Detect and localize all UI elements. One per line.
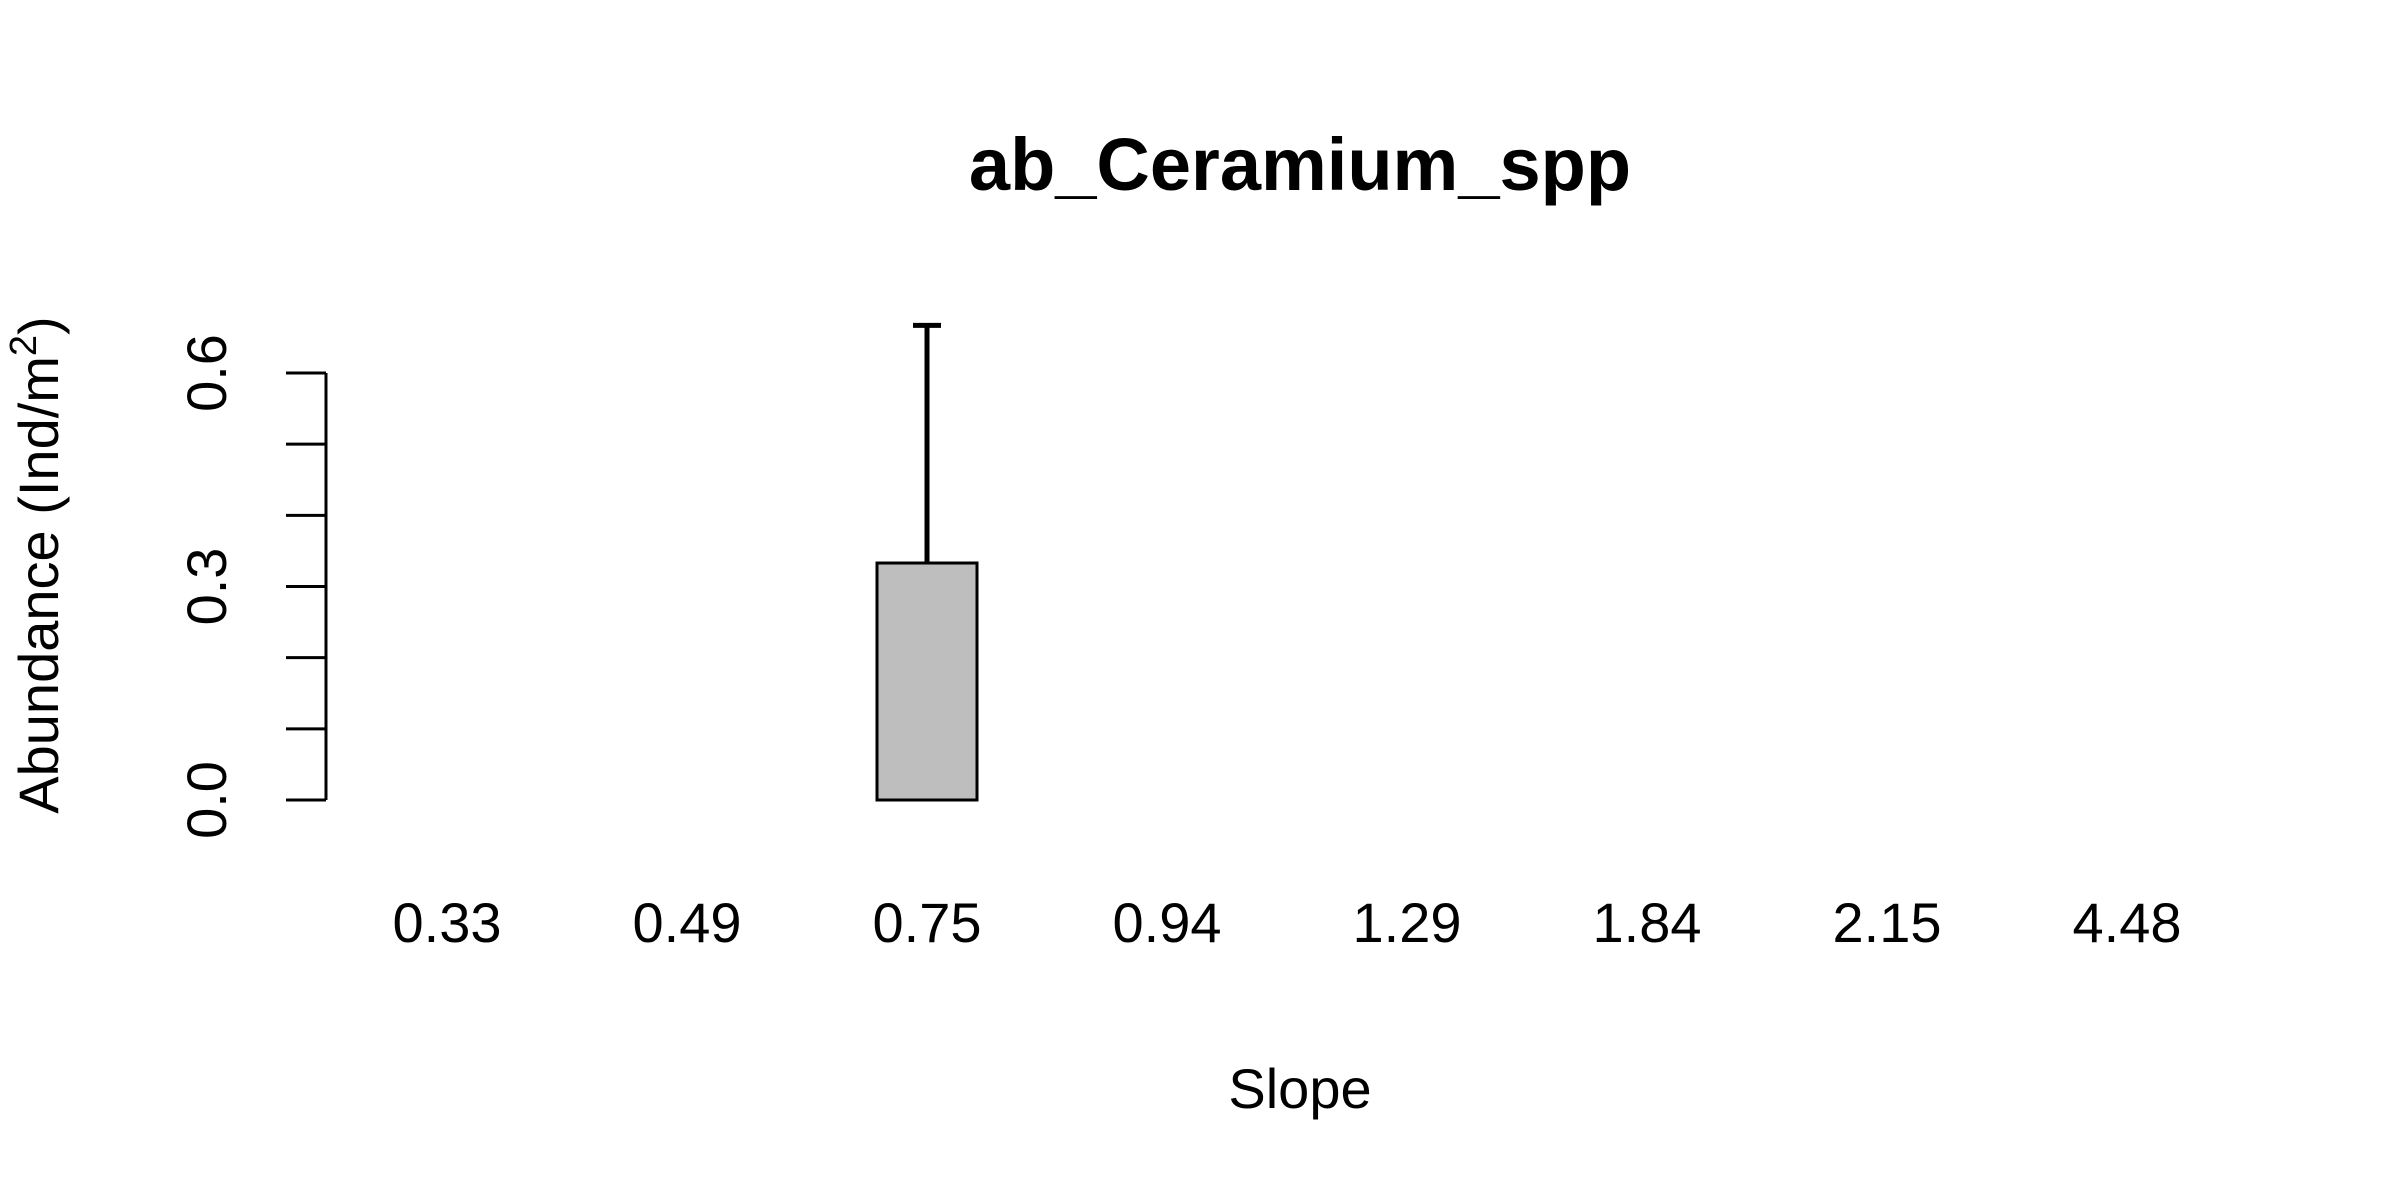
x-tick-label: 0.33 xyxy=(393,891,502,954)
chart-title: ab_Ceramium_spp xyxy=(969,123,1631,206)
error-bars xyxy=(913,322,941,564)
y-axis: 0.0 0.3 0.6 xyxy=(175,334,328,839)
bars xyxy=(875,561,979,802)
x-tick-label: 1.84 xyxy=(1593,891,1702,954)
y-axis-label-suffix: ) xyxy=(7,316,70,335)
y-axis-label-main: Abundance (Ind/m xyxy=(7,356,70,814)
y-tick-label: 0.3 xyxy=(175,548,238,626)
y-axis-label-superscript: 2 xyxy=(3,335,45,356)
x-tick-label: 4.48 xyxy=(2073,891,2182,954)
x-tick-label: 0.75 xyxy=(873,891,982,954)
y-axis-label: Abundance (Ind/m2) xyxy=(3,316,70,813)
x-tick-label: 2.15 xyxy=(1833,891,1942,954)
y-tick-label: 0.0 xyxy=(175,761,238,839)
bar xyxy=(875,561,979,802)
y-tick-label: 0.6 xyxy=(175,334,238,412)
x-tick-label: 0.49 xyxy=(633,891,742,954)
x-axis-label: Slope xyxy=(1228,1057,1371,1120)
x-tick-label: 0.94 xyxy=(1113,891,1222,954)
x-tick-labels: 0.33 0.49 0.75 0.94 1.29 1.84 2.15 4.48 xyxy=(393,891,2182,954)
x-tick-label: 1.29 xyxy=(1353,891,1462,954)
